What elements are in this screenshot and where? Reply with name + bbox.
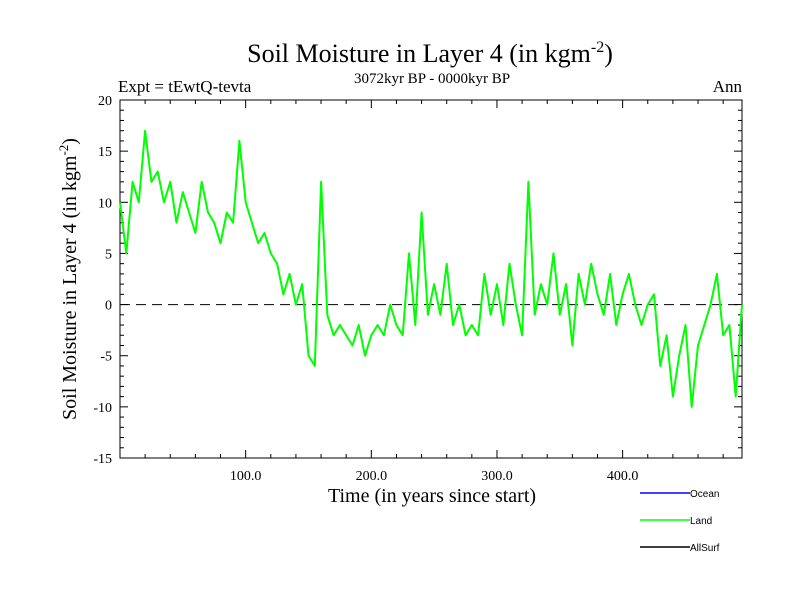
y-axis-label: Soil Moisture in Layer 4 (in kgm-2) xyxy=(56,138,81,420)
experiment-label: Expt = tEwtQ-tevta xyxy=(118,77,252,96)
chart-title: Soil Moisture in Layer 4 (in kgm-2) xyxy=(247,39,613,68)
x-tick-label: 100.0 xyxy=(230,469,262,484)
plot-frame xyxy=(119,99,743,459)
x-axis-label: Time (in years since start) xyxy=(328,485,536,507)
chart-title-text: Soil Moisture in Layer 4 (in kgm xyxy=(247,39,591,68)
y-tick-label: -10 xyxy=(93,401,112,416)
y-tick-label: 10 xyxy=(98,196,112,211)
y-tick-label: -15 xyxy=(93,452,112,467)
y-tick-label: 5 xyxy=(105,247,112,262)
legend: Ocean Land AllSurf xyxy=(640,489,720,554)
y-axis-label-text: Soil Moisture in Layer 4 (in kgm xyxy=(59,155,81,420)
legend-label-ocean: Ocean xyxy=(690,489,719,500)
x-tick-label: 300.0 xyxy=(481,469,513,484)
legend-label-allsurf: AllSurf xyxy=(690,543,720,554)
legend-label-land: Land xyxy=(690,516,712,527)
y-tick-label: 15 xyxy=(98,145,112,160)
y-tick-label: 0 xyxy=(105,299,112,314)
y-axis-label-exponent: -2 xyxy=(56,145,71,156)
x-axis: 100.0 200.0 300.0 400.0 xyxy=(144,100,724,484)
season-label: Ann xyxy=(713,77,743,96)
series-line-land xyxy=(119,129,743,408)
y-tick-label: -5 xyxy=(100,350,112,365)
x-tick-label: 400.0 xyxy=(607,469,639,484)
chart-title-close: ) xyxy=(604,39,613,68)
y-axis-label-close: ) xyxy=(59,138,81,145)
y-axis: -15 -10 -5 0 5 10 15 20 xyxy=(93,94,742,467)
chart-title-exponent: -2 xyxy=(591,39,604,56)
x-tick-label: 200.0 xyxy=(356,469,388,484)
y-tick-label: 20 xyxy=(98,94,112,109)
time-range-label: 3072kyr BP - 0000kyr BP xyxy=(354,71,510,87)
